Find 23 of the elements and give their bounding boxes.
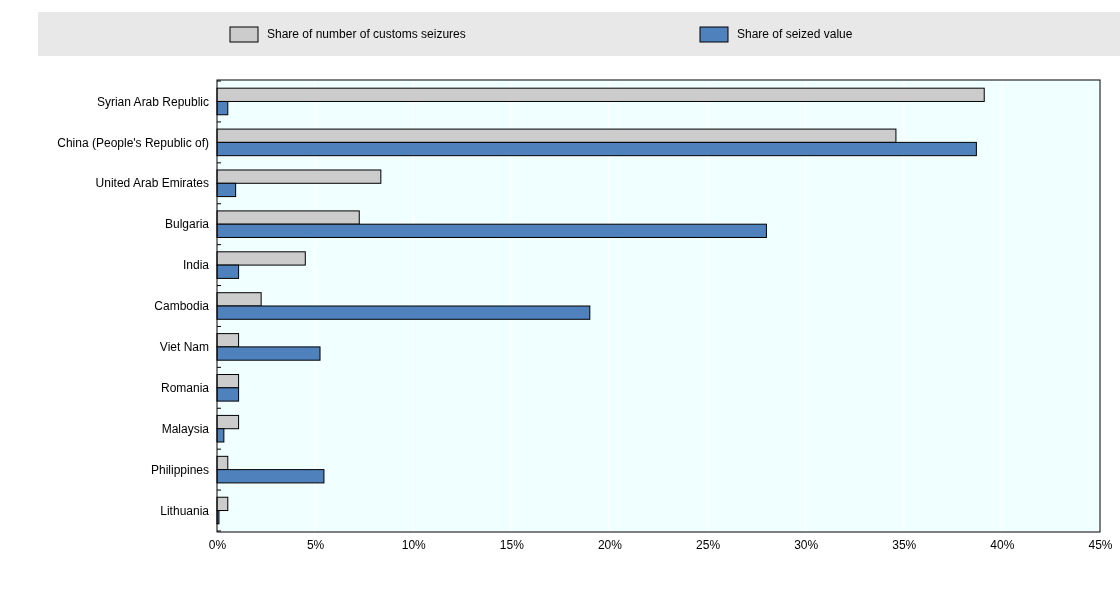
y-tick-label: India — [182, 258, 210, 273]
x-tick-label: 35% — [892, 537, 917, 552]
y-tick-label: Syrian Arab Republic — [96, 94, 209, 109]
y-tick-label: China (People's Republic of) — [57, 135, 209, 150]
x-tick-label: 10% — [401, 537, 427, 552]
x-tick-label: 20% — [597, 537, 623, 552]
y-tick-label: Bulgaria — [164, 217, 210, 232]
x-tick-label: 40% — [990, 537, 1015, 552]
legend-label: Share of number of customs seizures — [267, 27, 466, 42]
y-tick-label: Viet Nam — [159, 340, 209, 355]
legend-label: Share of seized value — [737, 27, 853, 42]
x-tick-label: 5% — [306, 537, 325, 552]
x-tick-label: 45% — [1088, 537, 1113, 552]
y-tick-label: Philippines — [150, 462, 209, 477]
y-tick-label: United Arab Emirates — [95, 176, 209, 191]
x-tick-label: 15% — [499, 537, 525, 552]
y-tick-label: Lithuania — [160, 503, 210, 518]
x-tick-label: 25% — [696, 537, 721, 552]
x-tick-label: 30% — [794, 537, 819, 552]
x-tick-label: 0% — [208, 537, 227, 552]
y-tick-label: Romania — [160, 381, 210, 396]
y-tick-label: Cambodia — [154, 299, 210, 314]
y-tick-label: Malaysia — [161, 421, 210, 436]
